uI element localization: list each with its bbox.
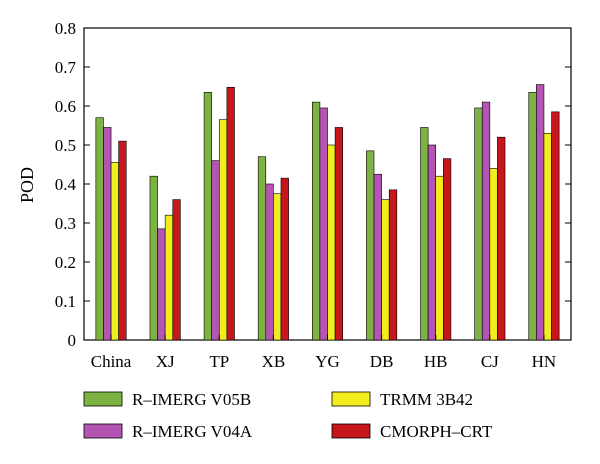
bar bbox=[257, 156, 267, 341]
bar bbox=[172, 199, 181, 341]
bar bbox=[110, 162, 119, 341]
x-tick-label: HB bbox=[424, 352, 448, 371]
bar bbox=[118, 140, 127, 341]
bar bbox=[218, 119, 228, 341]
x-tick-label: XB bbox=[262, 352, 286, 371]
bar bbox=[366, 150, 375, 341]
bar bbox=[435, 175, 444, 341]
plot-area: 0 0.1 0.2 0.3 0.4 0.5 0.6 0.7 0.8 China XJ TP XB YG DB… bbox=[55, 19, 572, 371]
bar bbox=[203, 92, 212, 341]
bar bbox=[474, 107, 483, 341]
legend-swatch bbox=[331, 423, 371, 439]
y-tick-label: 0.5 bbox=[55, 136, 76, 155]
bar bbox=[273, 193, 282, 341]
x-tick-label: TP bbox=[209, 352, 229, 371]
bar bbox=[265, 183, 274, 341]
x-tick-label: CJ bbox=[481, 352, 499, 371]
legend-label: CMORPH–CRT bbox=[380, 422, 493, 441]
bar bbox=[443, 158, 452, 341]
y-tick-label: 0.4 bbox=[55, 175, 77, 194]
bar bbox=[489, 168, 498, 341]
x-tick-label: XJ bbox=[156, 352, 175, 371]
bar bbox=[164, 214, 174, 341]
bar bbox=[528, 92, 537, 341]
y-axis-title: POD bbox=[17, 167, 37, 203]
bar bbox=[481, 101, 491, 341]
legend-label: R–IMERG V05B bbox=[132, 390, 251, 409]
bar bbox=[427, 144, 437, 341]
bar bbox=[149, 175, 158, 341]
bar bbox=[327, 144, 336, 341]
bar bbox=[373, 173, 382, 341]
legend: R–IMERG V05B R–IMERG V04A TRMM 3B42 CMORPH–… bbox=[83, 390, 493, 441]
bar bbox=[536, 84, 545, 341]
bar bbox=[381, 199, 390, 341]
bar bbox=[551, 111, 560, 341]
bar bbox=[211, 160, 220, 341]
bar bbox=[497, 136, 506, 341]
bar bbox=[226, 86, 235, 341]
legend-label: TRMM 3B42 bbox=[380, 390, 473, 409]
bar bbox=[420, 127, 429, 341]
y-tick-label: 0.7 bbox=[55, 58, 77, 77]
legend-swatch bbox=[331, 391, 371, 407]
y-tick-label: 0.2 bbox=[55, 253, 76, 272]
bar bbox=[311, 101, 321, 341]
y-tick-label: 0 bbox=[68, 331, 77, 350]
y-tick-label: 0.3 bbox=[55, 214, 76, 233]
x-tick-label: HN bbox=[532, 352, 557, 371]
bar bbox=[280, 177, 289, 341]
bar bbox=[157, 228, 166, 341]
legend-swatch bbox=[83, 391, 123, 407]
bar bbox=[388, 189, 398, 341]
bar bbox=[319, 107, 328, 341]
y-tick-label: 0.1 bbox=[55, 292, 76, 311]
legend-swatch bbox=[83, 423, 123, 439]
y-tick-label: 0.8 bbox=[55, 19, 76, 38]
bar bbox=[95, 117, 104, 341]
y-tick-label: 0.6 bbox=[55, 97, 76, 116]
x-tick-label: YG bbox=[315, 352, 340, 371]
x-tick-label: DB bbox=[370, 352, 394, 371]
bar bbox=[103, 127, 112, 341]
legend-label: R–IMERG V04A bbox=[132, 422, 253, 441]
bar bbox=[334, 127, 344, 341]
bar bbox=[543, 133, 552, 341]
x-tick-label: China bbox=[91, 352, 132, 371]
